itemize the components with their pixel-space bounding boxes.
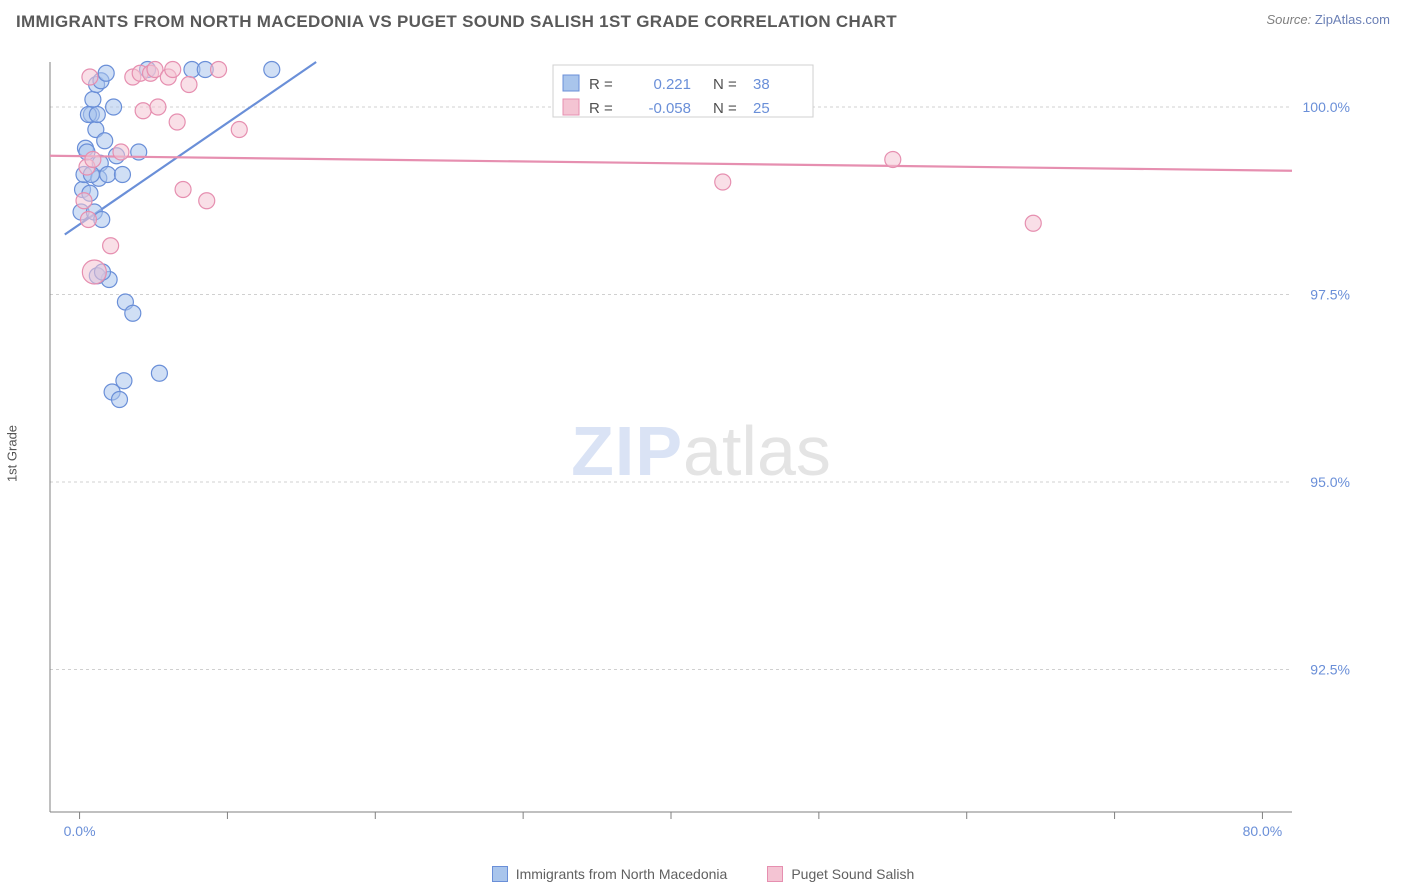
legend-item: Puget Sound Salish: [767, 866, 914, 882]
legend-swatch: [767, 866, 783, 882]
data-point: [116, 373, 132, 389]
n-label: N =: [713, 76, 737, 93]
y-tick-label: 92.5%: [1310, 662, 1350, 678]
r-value: -0.058: [648, 100, 691, 117]
n-value: 25: [753, 100, 770, 117]
n-label: N =: [713, 100, 737, 117]
data-point: [135, 103, 151, 119]
data-point: [106, 99, 122, 115]
data-point: [169, 114, 185, 130]
data-point: [76, 193, 92, 209]
data-point: [175, 182, 191, 198]
data-point: [85, 152, 101, 168]
data-point: [80, 212, 96, 228]
data-point: [264, 62, 280, 78]
data-point: [231, 122, 247, 138]
source-prefix: Source:: [1266, 12, 1314, 27]
regression-line: [50, 156, 1292, 171]
data-point: [165, 62, 181, 78]
data-point: [125, 305, 141, 321]
y-tick-label: 97.5%: [1310, 287, 1350, 303]
legend-swatch: [492, 866, 508, 882]
data-point: [103, 238, 119, 254]
r-value: 0.221: [653, 76, 691, 93]
legend-swatch: [563, 75, 579, 91]
chart-svg: 92.5% 95.0% 97.5% 100.0% 0.0% 80.0% R = 0.221 N …: [46, 60, 1356, 842]
n-value: 38: [753, 76, 770, 93]
bottom-legend: Immigrants from North Macedonia Puget Sou…: [0, 866, 1406, 882]
x-tick-label: 80.0%: [1243, 823, 1283, 839]
data-point: [1025, 215, 1041, 231]
legend-swatch: [563, 99, 579, 115]
data-point: [199, 193, 215, 209]
r-label: R =: [589, 76, 613, 93]
y-tick-label: 100.0%: [1303, 99, 1350, 115]
data-point: [100, 167, 116, 183]
data-point: [89, 107, 105, 123]
data-point: [885, 152, 901, 168]
data-point: [97, 133, 113, 149]
data-point: [151, 365, 167, 381]
regression-stats-box: R = 0.221 N = 38 R = -0.058 N = 25: [553, 65, 813, 117]
source-label: Source: ZipAtlas.com: [1266, 12, 1390, 27]
data-point: [715, 174, 731, 190]
x-tick-label: 0.0%: [64, 823, 96, 839]
legend-label: Immigrants from North Macedonia: [516, 866, 728, 882]
source-link[interactable]: ZipAtlas.com: [1315, 12, 1390, 27]
data-point: [82, 69, 98, 85]
y-tick-label: 95.0%: [1310, 474, 1350, 490]
data-point: [150, 99, 166, 115]
chart-title: IMMIGRANTS FROM NORTH MACEDONIA VS PUGET…: [16, 12, 897, 32]
data-point: [111, 392, 127, 408]
legend-label: Puget Sound Salish: [791, 866, 914, 882]
plot-area: 92.5% 95.0% 97.5% 100.0% 0.0% 80.0% R = 0.221 N …: [46, 60, 1356, 842]
data-point: [181, 77, 197, 93]
legend-item: Immigrants from North Macedonia: [492, 866, 728, 882]
data-point: [85, 92, 101, 108]
data-point: [114, 167, 130, 183]
data-point: [113, 144, 129, 160]
y-axis-label: 1st Grade: [5, 425, 20, 482]
data-point: [82, 260, 106, 284]
data-point: [211, 62, 227, 78]
r-label: R =: [589, 100, 613, 117]
data-point: [98, 65, 114, 81]
